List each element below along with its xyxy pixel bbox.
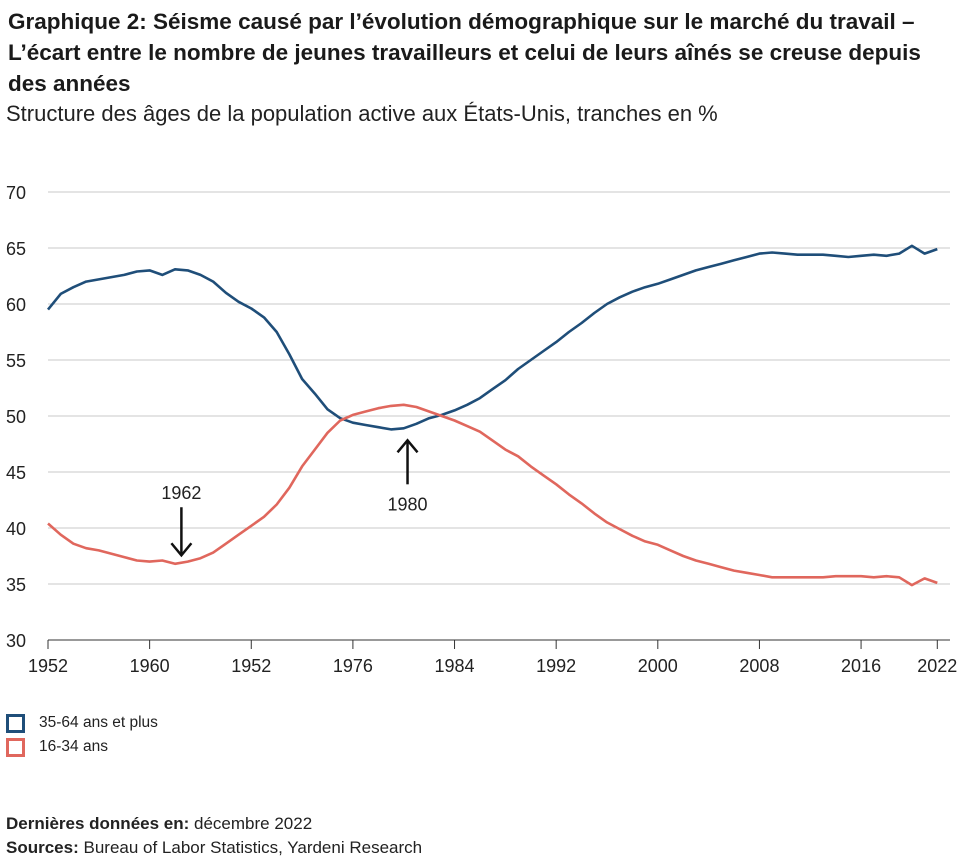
y-tick-label: 35 [6, 575, 26, 595]
annotation-label: 1962 [161, 483, 201, 503]
latest-data-label: Dernières données en: [6, 814, 190, 833]
annotation-arrow-head [396, 438, 419, 454]
sources-value: Bureau of Labor Statistics, Yardeni Rese… [83, 838, 423, 857]
legend: 35-64 ans et plus 16-34 ans [6, 711, 158, 759]
annotation-arrow-head [170, 542, 193, 558]
series-line-1 [47, 403, 938, 587]
x-tick-label: 1960 [130, 656, 170, 676]
x-tick-label: 1976 [333, 656, 373, 676]
latest-data-value: décembre 2022 [194, 814, 313, 833]
annotation-label: 1980 [388, 494, 428, 514]
legend-item-older: 35-64 ans et plus [6, 711, 158, 735]
y-tick-label: 65 [6, 239, 26, 259]
legend-label-older: 35-64 ans et plus [39, 714, 158, 731]
annotations: 1962 1980 [161, 438, 428, 558]
series-line-0 [46, 244, 938, 431]
legend-swatch-young [6, 737, 25, 757]
legend-swatch-older [6, 713, 25, 733]
series [46, 244, 938, 587]
y-tick-label: 30 [6, 631, 26, 651]
y-tick-label: 70 [6, 183, 26, 203]
gridlines [48, 191, 950, 585]
y-tick-label: 55 [6, 351, 26, 371]
sources-label: Sources: [6, 838, 79, 857]
legend-label-young: 16-34 ans [39, 738, 108, 755]
x-tick-label: 2000 [638, 656, 678, 676]
x-tick-label: 1952 [28, 656, 68, 676]
footnotes: Dernières données en: décembre 2022 Sour… [6, 812, 422, 860]
x-tick-label: 1952 [231, 656, 271, 676]
x-tick-label: 2016 [841, 656, 881, 676]
x-tick-label: 1992 [536, 656, 576, 676]
latest-data-note: Dernières données en: décembre 2022 [6, 812, 422, 836]
chart-subtitle: Structure des âges de la population acti… [6, 101, 718, 126]
y-tick-label: 45 [6, 463, 26, 483]
y-tick-label: 40 [6, 519, 26, 539]
x-tick-label: 1984 [435, 656, 475, 676]
y-tick-label: 50 [6, 407, 26, 427]
chart-title: Graphique 2: Séisme causé par l’évolutio… [8, 9, 921, 96]
line-chart: 30 35 40 45 50 55 60 65 70 1952 1960 1952 1976 1984 19… [6, 183, 957, 676]
sources-note: Sources: Bureau of Labor Statistics, Yar… [6, 836, 422, 860]
x-tick-label: 2008 [739, 656, 779, 676]
axes: 30 35 40 45 50 55 60 65 70 1952 1960 1952 1976 1984 19… [6, 183, 957, 676]
legend-item-young: 16-34 ans [6, 735, 158, 759]
x-tick-label: 2022 [917, 656, 957, 676]
y-tick-label: 60 [6, 295, 26, 315]
